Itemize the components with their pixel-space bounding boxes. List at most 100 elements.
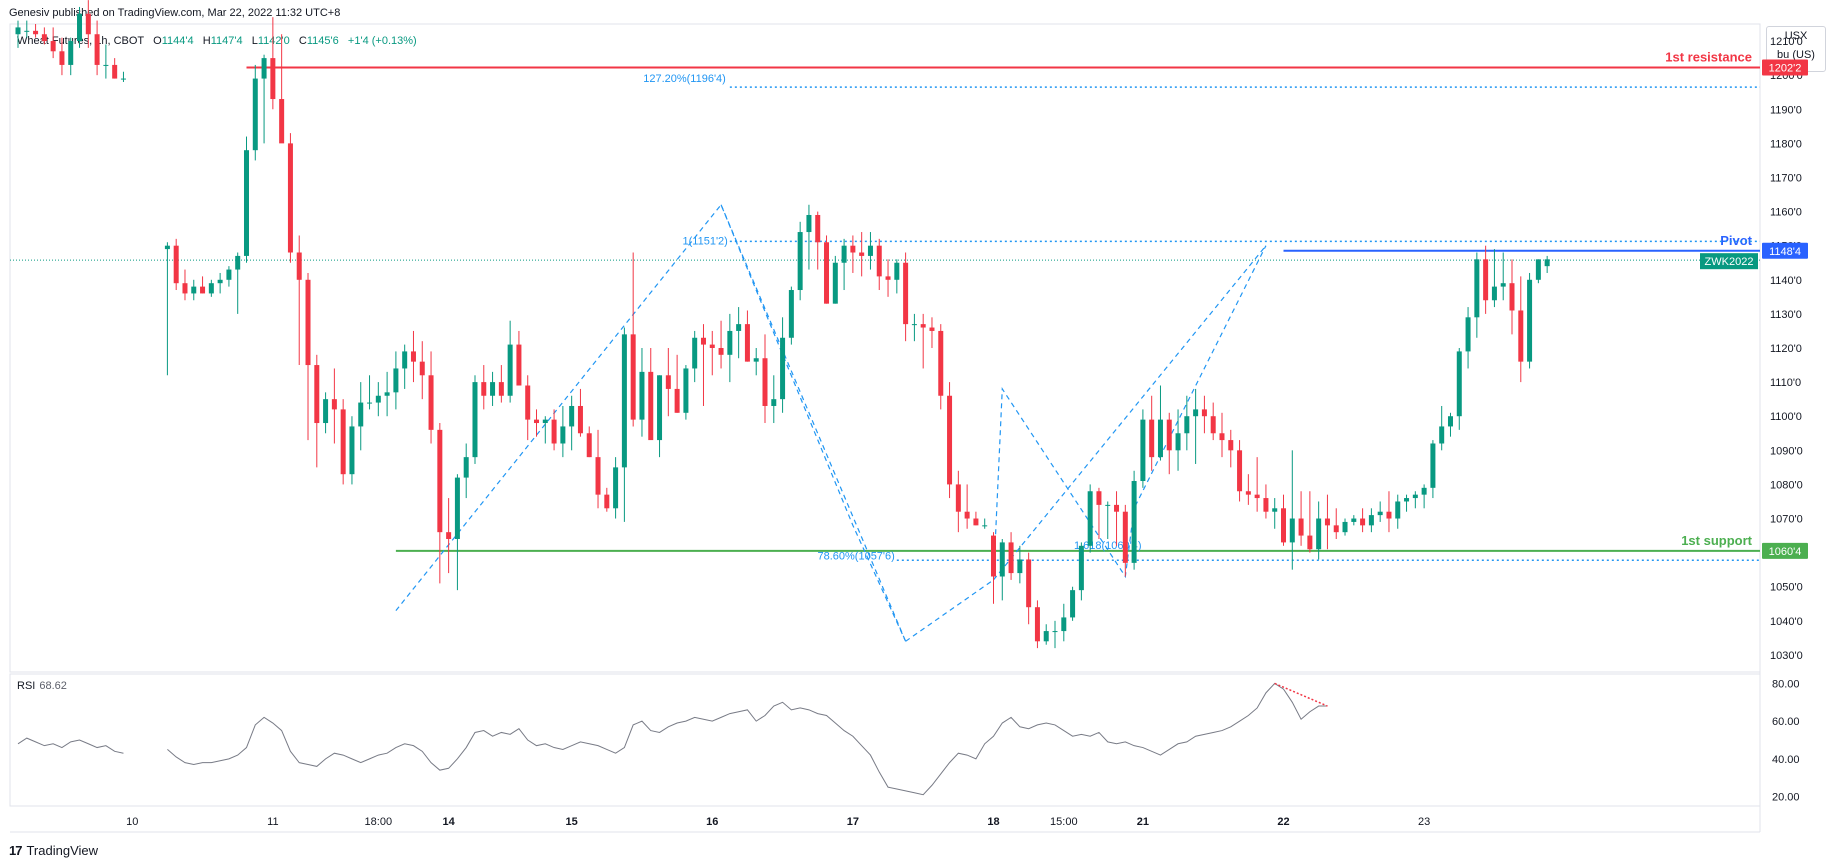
candle-body[interactable] — [1395, 501, 1401, 519]
candle-body[interactable] — [824, 242, 830, 304]
candle-body[interactable] — [1228, 440, 1234, 451]
candle-body[interactable] — [586, 433, 592, 458]
candle-body[interactable] — [393, 368, 399, 393]
candle-body[interactable] — [1456, 351, 1462, 417]
rsi-line[interactable] — [17, 682, 1328, 796]
candle-body[interactable] — [1474, 259, 1480, 318]
candle-body[interactable] — [1052, 631, 1058, 633]
candle-body[interactable] — [1518, 310, 1524, 362]
candle-body[interactable] — [1008, 542, 1014, 574]
candle-body[interactable] — [1377, 511, 1383, 516]
candle-body[interactable] — [1465, 317, 1471, 352]
candle-body[interactable] — [182, 283, 188, 294]
candle-body[interactable] — [771, 399, 777, 406]
candle-body[interactable] — [1237, 450, 1243, 492]
candle-body[interactable] — [490, 382, 496, 396]
candle-body[interactable] — [454, 477, 460, 539]
candle-body[interactable] — [323, 399, 329, 424]
candle-body[interactable] — [85, 13, 91, 35]
candle-body[interactable] — [1500, 283, 1506, 287]
candle-body[interactable] — [990, 535, 996, 577]
candle-body[interactable] — [1483, 259, 1489, 301]
candle-body[interactable] — [1184, 416, 1190, 434]
candle-body[interactable] — [481, 382, 487, 396]
candle-body[interactable] — [683, 368, 689, 413]
candle-body[interactable] — [1289, 518, 1295, 543]
candle-body[interactable] — [1263, 498, 1269, 512]
candle-body[interactable] — [929, 327, 935, 331]
candle-body[interactable] — [1210, 416, 1216, 434]
candle-body[interactable] — [410, 351, 416, 362]
candle-body[interactable] — [788, 290, 794, 338]
candle-body[interactable] — [780, 337, 786, 400]
candle-body[interactable] — [947, 395, 953, 485]
candle-body[interactable] — [903, 262, 909, 325]
candle-body[interactable] — [103, 64, 109, 66]
candle-body[interactable] — [894, 262, 900, 280]
candle-body[interactable] — [1096, 491, 1102, 505]
candle-body[interactable] — [595, 457, 601, 495]
candle-body[interactable] — [1324, 518, 1330, 526]
candle-body[interactable] — [1219, 433, 1225, 441]
candle-body[interactable] — [1491, 286, 1497, 301]
candle-body[interactable] — [287, 143, 293, 253]
candle-body[interactable] — [33, 30, 39, 35]
candle-body[interactable] — [718, 348, 724, 355]
candle-body[interactable] — [1386, 511, 1392, 519]
candle-body[interactable] — [1351, 518, 1357, 522]
candle-body[interactable] — [674, 388, 680, 413]
candle-body[interactable] — [358, 402, 364, 427]
candle-body[interactable] — [270, 58, 276, 100]
candle-body[interactable] — [630, 334, 636, 420]
candle-body[interactable] — [1131, 481, 1137, 563]
candle-body[interactable] — [551, 419, 557, 444]
pattern-abcd-lines[interactable] — [905, 245, 1267, 642]
candle-body[interactable] — [120, 78, 126, 80]
candle-body[interactable] — [1043, 631, 1049, 642]
candle-body[interactable] — [665, 375, 671, 389]
candle-body[interactable] — [1439, 426, 1445, 444]
candle-body[interactable] — [577, 405, 583, 434]
candle-body[interactable] — [885, 276, 891, 280]
candle-body[interactable] — [1078, 545, 1084, 591]
candle-body[interactable] — [1298, 518, 1304, 536]
candle-body[interactable] — [1122, 511, 1128, 563]
candle-body[interactable] — [340, 409, 346, 475]
candle-body[interactable] — [1430, 443, 1436, 488]
candle-body[interactable] — [841, 245, 847, 263]
candle-body[interactable] — [569, 405, 575, 427]
candle-body[interactable] — [1017, 559, 1023, 574]
candle-body[interactable] — [613, 467, 619, 509]
candle-body[interactable] — [226, 269, 232, 280]
candle-body[interactable] — [402, 351, 408, 369]
candle-body[interactable] — [727, 330, 733, 355]
candle-body[interactable] — [235, 255, 241, 270]
candle-body[interactable] — [1535, 259, 1541, 280]
candle-body[interactable] — [1061, 617, 1067, 632]
candle-body[interactable] — [692, 337, 698, 369]
candle-body[interactable] — [1360, 518, 1366, 526]
candle-body[interactable] — [1201, 409, 1207, 417]
candle-body[interactable] — [1026, 559, 1032, 608]
candle-body[interactable] — [1034, 607, 1040, 642]
candle-body[interactable] — [999, 542, 1005, 577]
rsi-divergence-line[interactable] — [1274, 682, 1328, 707]
candle-body[interactable] — [217, 279, 223, 284]
candle-body[interactable] — [648, 371, 654, 441]
candle-body[interactable] — [657, 375, 663, 441]
candle-body[interactable] — [1333, 525, 1339, 533]
candle-body[interactable] — [296, 252, 302, 280]
candle-body[interactable] — [911, 324, 917, 326]
candle-body[interactable] — [1447, 416, 1453, 427]
candle-body[interactable] — [314, 365, 320, 424]
candle-body[interactable] — [1149, 419, 1155, 458]
footer-brand[interactable]: 17 TradingView — [9, 843, 98, 858]
candle-body[interactable] — [806, 214, 812, 233]
candle-body[interactable] — [208, 283, 214, 294]
candle-body[interactable] — [867, 245, 873, 256]
candle-body[interactable] — [1140, 419, 1146, 482]
candle-body[interactable] — [1070, 590, 1076, 618]
candle-body[interactable] — [1157, 419, 1163, 458]
candle-body[interactable] — [964, 511, 970, 519]
